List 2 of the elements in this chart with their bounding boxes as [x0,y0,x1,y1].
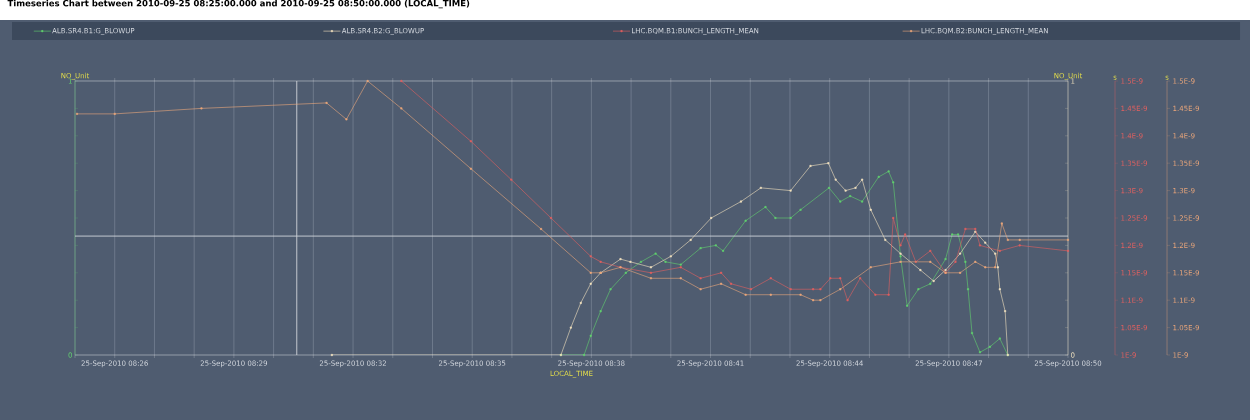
chart-title: Timeseries Chart between 2010-09-25 08:25:00.000 and 2010-09-25 08:50:00.000 (LOCAL_TIME) [7,0,470,9]
line-series [559,170,1009,356]
